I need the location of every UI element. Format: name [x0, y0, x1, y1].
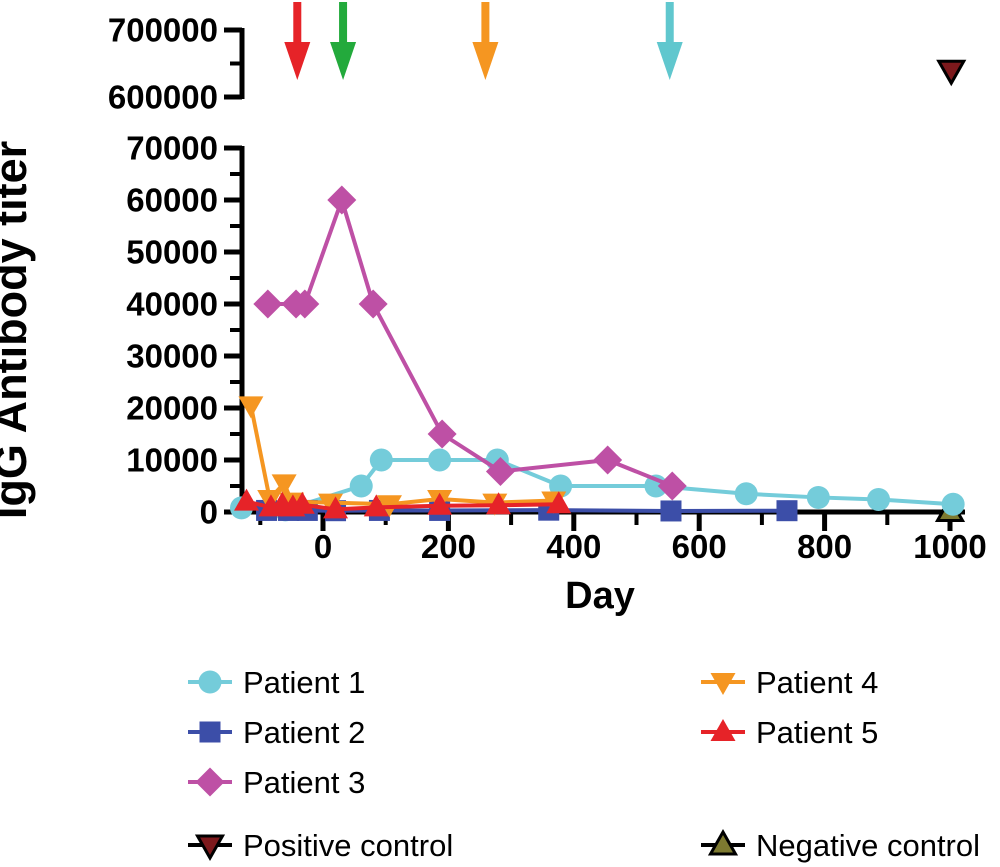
- legend-label: Patient 2: [243, 715, 365, 750]
- data-point: [358, 289, 388, 319]
- x-tick-label: 800: [797, 528, 852, 565]
- data-point: [485, 456, 515, 486]
- data-point: [271, 474, 297, 497]
- teal-event-arrow: [656, 2, 683, 80]
- lower-y-tick-label: 20000: [126, 390, 218, 427]
- legend-marker-patient-1: [198, 670, 222, 694]
- event-arrows: [284, 2, 683, 80]
- lower-y-tick-label: 0: [200, 494, 218, 531]
- upper-y-tick-label: 700000: [108, 12, 218, 49]
- legend-marker-negative-control: [707, 828, 739, 856]
- x-axis-title: Day: [565, 575, 635, 617]
- data-point: [660, 500, 682, 522]
- x-tick-label: 600: [672, 528, 727, 565]
- data-point: [234, 488, 260, 511]
- legend-label: Patient 5: [756, 715, 878, 750]
- data-point: [776, 500, 798, 522]
- data-point: [238, 396, 264, 419]
- legend-label: Positive control: [243, 828, 453, 863]
- series-line: [267, 198, 673, 488]
- x-tick-label: 1000: [913, 528, 986, 565]
- data-point: [941, 492, 965, 516]
- data-point: [546, 491, 572, 514]
- lower-y-tick-label: 10000: [126, 442, 218, 479]
- upper-y-tick-label: 600000: [108, 79, 218, 116]
- lower-y-tick-label: 40000: [126, 286, 218, 323]
- green-event-arrow: [330, 2, 357, 80]
- data-point: [593, 445, 623, 475]
- data-point: [369, 448, 393, 472]
- series-patient-3: [253, 185, 687, 501]
- lower-y-tick-label: 70000: [126, 130, 218, 167]
- series-line: [248, 405, 554, 507]
- data-point: [427, 419, 457, 449]
- x-tick-label: 200: [421, 528, 476, 565]
- data-point: [428, 448, 452, 472]
- legend-marker-positive-control: [194, 834, 226, 862]
- data-point: [734, 482, 758, 506]
- legend-marker-patient-3: [195, 767, 225, 797]
- legend-marker-patient-4: [710, 673, 736, 695]
- data-point: [253, 289, 283, 319]
- legend: Patient 1 Patient 2 Patient 3 Patient 4 Pati…: [188, 665, 980, 863]
- legend-label: Patient 4: [756, 665, 878, 700]
- positive-control-point: [936, 59, 967, 87]
- lower-y-tick-label: 60000: [126, 182, 218, 219]
- data-point: [349, 474, 373, 498]
- data-point: [657, 471, 687, 501]
- data-point: [363, 494, 389, 517]
- legend-label: Patient 3: [243, 765, 365, 800]
- data-point: [806, 485, 830, 509]
- control-points: [934, 59, 967, 522]
- y-axis-title: IgG Antibody titer: [0, 141, 36, 519]
- data-point: [290, 289, 320, 319]
- series-patient-5: [234, 488, 572, 519]
- data-point: [427, 492, 453, 515]
- red-event-arrow: [284, 2, 311, 80]
- data-point: [867, 488, 891, 512]
- series-patient-4: [238, 396, 567, 518]
- legend-label: Patient 1: [243, 665, 365, 700]
- data-point: [486, 492, 512, 515]
- legend-label: Negative control: [756, 828, 980, 863]
- legend-marker-patient-2: [199, 721, 221, 743]
- x-tick-label: 0: [314, 528, 332, 565]
- lower-y-tick-label: 50000: [126, 234, 218, 271]
- data-point: [327, 185, 357, 215]
- data-point: [323, 496, 349, 519]
- orange-event-arrow: [472, 2, 499, 80]
- data-point: [289, 491, 315, 514]
- legend-marker-patient-5: [710, 719, 736, 741]
- lower-y-tick-label: 30000: [126, 338, 218, 375]
- axes: 6000007000000100002000030000400005000060…: [0, 12, 987, 617]
- x-tick-label: 400: [546, 528, 601, 565]
